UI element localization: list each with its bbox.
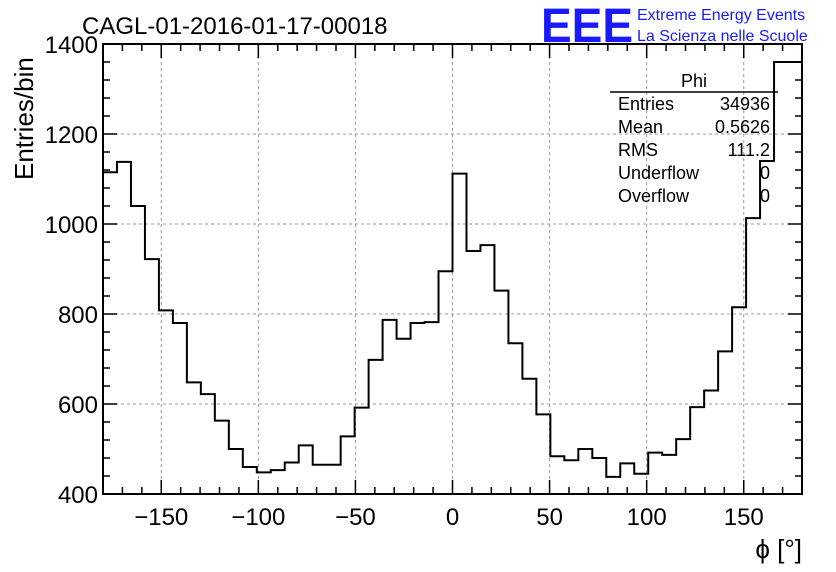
x-tick-label: −150 — [134, 504, 188, 531]
x-tick-label: 100 — [627, 504, 667, 531]
y-tick-label: 1400 — [45, 32, 98, 59]
stats-name: Phi — [681, 71, 707, 91]
stats-rows: Entries 34936 Mean 0.5626 RMS 111.2 Underflow 0… — [618, 94, 770, 206]
stats-row-label: RMS — [618, 140, 658, 160]
logo-line-2: La Scienza nelle Scuole — [637, 28, 808, 45]
x-tick-label: 150 — [724, 504, 764, 531]
stats-row-label: Entries — [618, 94, 674, 114]
y-tick-label: 1200 — [45, 122, 98, 149]
grid-lines — [103, 44, 802, 494]
x-tick-labels: −150 −100 −50 0 50 100 150 — [134, 504, 764, 531]
chart-title: CAGL-01-2016-01-17-00018 — [82, 13, 388, 40]
logo-mark: EEE — [541, 0, 633, 53]
x-tick-label: 50 — [536, 504, 563, 531]
y-tick-label: 400 — [58, 482, 98, 509]
logo-line-1: Extreme Energy Events — [637, 7, 805, 24]
y-tick-labels: 400 600 800 1000 1200 1400 — [45, 32, 98, 509]
stats-row-value: 0 — [760, 186, 770, 206]
stats-box: Phi Entries 34936 Mean 0.5626 RMS 111.2 Underf… — [610, 71, 778, 206]
x-tick-label: 0 — [446, 504, 459, 531]
y-tick-label: 800 — [58, 302, 98, 329]
stats-row-label: Underflow — [618, 163, 700, 183]
stats-row-value: 0.5626 — [715, 117, 770, 137]
stats-row-value: 0 — [760, 163, 770, 183]
stats-row-value: 111.2 — [728, 140, 770, 160]
stats-row-value: 34936 — [720, 94, 770, 114]
x-axis-label: ϕ [°] — [755, 534, 802, 564]
axis-ticks — [102, 43, 803, 495]
y-axis-label: Entries/bin — [9, 57, 39, 180]
stats-row-label: Overflow — [618, 186, 690, 206]
x-tick-label: −100 — [231, 504, 285, 531]
eee-logo: EEE Extreme Energy Events La Scienza nel… — [541, 0, 808, 53]
stats-row-label: Mean — [618, 117, 663, 137]
y-tick-label: 600 — [58, 392, 98, 419]
histogram-series — [103, 61, 802, 478]
x-tick-label: −50 — [335, 504, 376, 531]
y-tick-label: 1000 — [45, 212, 98, 239]
